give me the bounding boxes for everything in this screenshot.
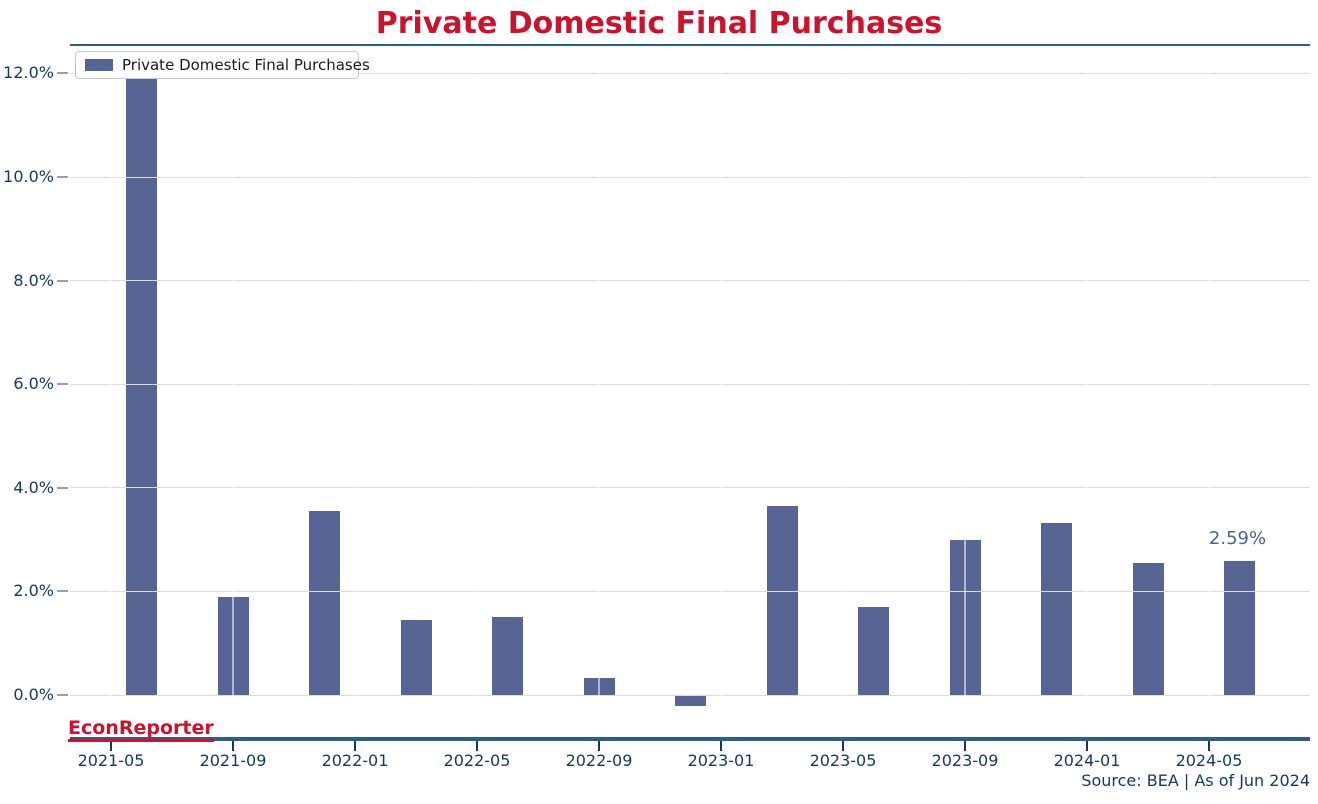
- x-gridline: [720, 44, 722, 737]
- y-gridline: [70, 176, 1310, 178]
- y-axis-tick-label: 8.0%: [13, 270, 54, 290]
- bar: [492, 617, 523, 695]
- x-axis-tick-label: 2023-09: [931, 751, 999, 770]
- legend-label: Private Domestic Final Purchases: [122, 56, 370, 74]
- x-axis-tick-label: 2021-09: [199, 751, 267, 770]
- bar: [1041, 522, 1072, 695]
- x-gridline: [1086, 44, 1088, 737]
- bar: [126, 78, 157, 695]
- x-axis-tick: [232, 741, 234, 751]
- y-gridline: [70, 383, 1310, 385]
- x-gridline: [964, 44, 966, 737]
- bar: [309, 511, 340, 695]
- x-axis-tick-label: 2021-05: [77, 751, 145, 770]
- legend-swatch-icon: [85, 59, 113, 71]
- x-axis-tick: [964, 741, 966, 751]
- x-axis-tick: [354, 741, 356, 751]
- y-axis-tick: [57, 694, 68, 696]
- x-axis-tick-label: 2023-01: [687, 751, 755, 770]
- y-axis-tick-label: 4.0%: [13, 477, 54, 497]
- y-gridline: [70, 590, 1310, 592]
- bar: [1132, 562, 1164, 695]
- x-axis-tick-label: 2024-01: [1053, 751, 1121, 770]
- x-gridline: [110, 44, 112, 737]
- y-axis-tick-label: 0.0%: [13, 685, 54, 704]
- x-axis-tick: [720, 741, 722, 751]
- x-axis-tick: [598, 741, 600, 751]
- x-axis-tick-label: 2022-01: [321, 751, 389, 770]
- y-gridline: [70, 487, 1310, 489]
- y-axis-tick-label: 2.0%: [13, 581, 54, 601]
- plot-top-spine: [70, 44, 1310, 46]
- x-gridline: [232, 44, 234, 737]
- bar: [858, 606, 889, 695]
- x-axis-tick: [1208, 741, 1210, 751]
- last-value-annotation: 2.59%: [1208, 527, 1267, 549]
- x-axis-tick: [110, 741, 112, 751]
- y-axis-tick: [57, 279, 68, 282]
- x-gridline: [842, 44, 844, 737]
- y-gridline: [70, 72, 1310, 74]
- source-note: Source: BEA | As of Jun 2024: [1081, 771, 1310, 790]
- x-axis-line: [70, 737, 1310, 741]
- x-gridline: [476, 44, 478, 737]
- y-axis-tick: [57, 486, 68, 489]
- x-axis-tick-label: 2024-05: [1175, 751, 1243, 770]
- watermark-link[interactable]: EconReporter: [68, 717, 214, 742]
- y-axis-tick: [57, 590, 68, 593]
- chart-title: Private Domestic Final Purchases: [375, 6, 943, 41]
- y-axis-tick-label: 12.0%: [3, 63, 54, 83]
- x-gridline: [1208, 44, 1210, 737]
- x-gridline: [598, 44, 600, 737]
- y-axis-tick: [57, 176, 68, 178]
- x-axis-tick-label: 2022-09: [565, 751, 633, 770]
- bar: [1224, 560, 1255, 695]
- legend-box: Private Domestic Final Purchases: [75, 51, 370, 79]
- bar: [400, 619, 432, 695]
- y-gridline: [70, 280, 1310, 282]
- x-axis-tick-label: 2022-05: [443, 751, 511, 770]
- bar: [766, 505, 798, 695]
- x-axis-tick: [1086, 741, 1088, 751]
- x-gridline: [354, 44, 356, 737]
- y-axis-tick: [57, 72, 68, 75]
- x-axis-tick-label: 2023-05: [809, 751, 877, 770]
- y-axis-tick: [57, 383, 68, 386]
- x-axis-tick: [476, 741, 478, 751]
- y-axis-tick-label: 10.0%: [3, 167, 54, 186]
- bar: [675, 695, 706, 706]
- x-axis-tick: [842, 741, 844, 751]
- y-gridline: [70, 694, 1310, 696]
- y-axis-tick-label: 6.0%: [13, 374, 54, 394]
